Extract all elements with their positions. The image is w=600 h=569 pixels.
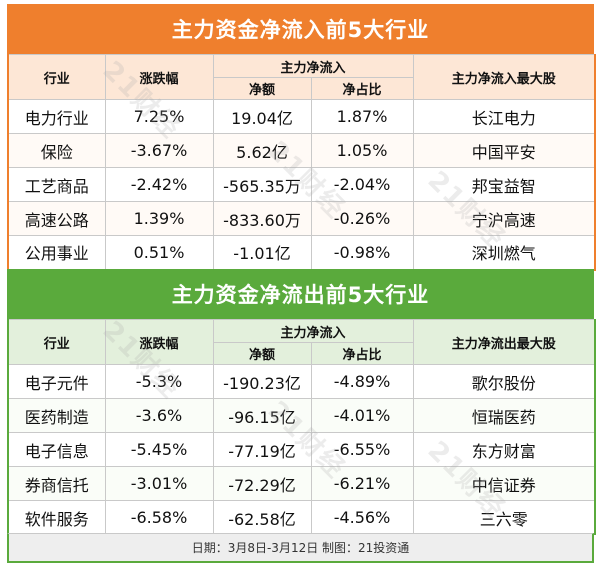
cell-net-ratio: 1.05% <box>310 133 414 168</box>
header-net-ratio: 净占比 <box>310 77 414 100</box>
cell-change: -3.67% <box>104 133 214 168</box>
outflow-table: 行业 涨跌幅 主力净流入 主力净流出最大股 净额 净占比 电子元件 -5.3% … <box>7 319 597 535</box>
cell-industry: 医药制造 <box>7 398 106 433</box>
cell-industry: 电子元件 <box>7 364 106 399</box>
cell-net-ratio: -0.26% <box>310 201 414 236</box>
outflow-section: 主力资金净流出前5大行业 行业 涨跌幅 主力净流入 主力净流出最大股 净额 净占… <box>7 269 597 535</box>
cell-net-amount: -77.19亿 <box>212 432 312 467</box>
cell-net-ratio: 1.87% <box>310 99 414 134</box>
table-row: 电力行业 7.25% 19.04亿 1.87% 长江电力 <box>7 99 596 134</box>
table-row: 工艺商品 -2.42% -565.35万 -2.04% 邦宝益智 <box>7 167 596 202</box>
cell-net-ratio: -4.89% <box>310 364 414 399</box>
header-top-stock: 主力净流入最大股 <box>412 54 596 100</box>
cell-top-stock: 歌尔股份 <box>412 364 596 399</box>
cell-change: 7.25% <box>104 99 214 134</box>
table-row: 电子元件 -5.3% -190.23亿 -4.89% 歌尔股份 <box>7 364 596 399</box>
table-row: 保险 -3.67% 5.62亿 1.05% 中国平安 <box>7 133 596 168</box>
header-main-flow: 主力净流入 <box>212 319 414 343</box>
cell-top-stock: 长江电力 <box>412 99 596 134</box>
table-row: 高速公路 1.39% -833.60万 -0.26% 宁沪高速 <box>7 201 596 236</box>
cell-industry: 电力行业 <box>7 99 106 134</box>
cell-net-amount: -96.15亿 <box>212 398 312 433</box>
header-industry: 行业 <box>7 319 106 365</box>
cell-industry: 工艺商品 <box>7 167 106 202</box>
cell-industry: 券商信托 <box>7 466 106 501</box>
cell-change: -3.6% <box>104 398 214 433</box>
cell-industry: 电子信息 <box>7 432 106 467</box>
table-row: 电子信息 -5.45% -77.19亿 -6.55% 东方财富 <box>7 432 596 467</box>
cell-net-ratio: -6.21% <box>310 466 414 501</box>
cell-change: -5.3% <box>104 364 214 399</box>
cell-change: -3.01% <box>104 466 214 501</box>
cell-net-amount: -72.29亿 <box>212 466 312 501</box>
footer-credit: 日期：3月8日-3月12日 制图：21投资通 <box>7 533 594 563</box>
cell-change: 0.51% <box>104 235 214 270</box>
cell-top-stock: 东方财富 <box>412 432 596 467</box>
cell-top-stock: 中信证券 <box>412 466 596 501</box>
cell-top-stock: 邦宝益智 <box>412 167 596 202</box>
header-change: 涨跌幅 <box>104 54 214 100</box>
cell-change: 1.39% <box>104 201 214 236</box>
cell-industry: 公用事业 <box>7 235 106 270</box>
cell-net-amount: 19.04亿 <box>212 99 312 134</box>
cell-net-ratio: -4.56% <box>310 500 414 535</box>
cell-top-stock: 宁沪高速 <box>412 201 596 236</box>
cell-change: -2.42% <box>104 167 214 202</box>
header-change: 涨跌幅 <box>104 319 214 365</box>
header-net-amount: 净额 <box>212 77 312 100</box>
cell-net-ratio: -0.98% <box>310 235 414 270</box>
cell-top-stock: 恒瑞医药 <box>412 398 596 433</box>
header-net-amount: 净额 <box>212 342 312 365</box>
inflow-title: 主力资金净流入前5大行业 <box>7 4 594 54</box>
header-net-ratio: 净占比 <box>310 342 414 365</box>
cell-industry: 高速公路 <box>7 201 106 236</box>
cell-top-stock: 三六零 <box>412 500 596 535</box>
inflow-section: 主力资金净流入前5大行业 行业 涨跌幅 主力净流入 主力净流入最大股 净额 净占… <box>7 4 597 271</box>
table-row: 医药制造 -3.6% -96.15亿 -4.01% 恒瑞医药 <box>7 398 596 433</box>
table-row: 公用事业 0.51% -1.01亿 -0.98% 深圳燃气 <box>7 235 596 270</box>
cell-industry: 保险 <box>7 133 106 168</box>
header-top-stock: 主力净流出最大股 <box>412 319 596 365</box>
inflow-table: 行业 涨跌幅 主力净流入 主力净流入最大股 净额 净占比 电力行业 7.25% … <box>7 54 597 271</box>
cell-top-stock: 中国平安 <box>412 133 596 168</box>
cell-net-ratio: -2.04% <box>310 167 414 202</box>
cell-net-amount: -1.01亿 <box>212 235 312 270</box>
cell-net-amount: -833.60万 <box>212 201 312 236</box>
header-industry: 行业 <box>7 54 106 100</box>
table-row: 券商信托 -3.01% -72.29亿 -6.21% 中信证券 <box>7 466 596 501</box>
table-row: 软件服务 -6.58% -62.58亿 -4.56% 三六零 <box>7 500 596 535</box>
cell-net-ratio: -4.01% <box>310 398 414 433</box>
cell-net-amount: -190.23亿 <box>212 364 312 399</box>
cell-net-amount: -62.58亿 <box>212 500 312 535</box>
cell-top-stock: 深圳燃气 <box>412 235 596 270</box>
header-main-flow: 主力净流入 <box>212 54 414 78</box>
outflow-title: 主力资金净流出前5大行业 <box>7 269 594 319</box>
cell-net-amount: 5.62亿 <box>212 133 312 168</box>
cell-change: -6.58% <box>104 500 214 535</box>
cell-net-amount: -565.35万 <box>212 167 312 202</box>
cell-industry: 软件服务 <box>7 500 106 535</box>
cell-change: -5.45% <box>104 432 214 467</box>
cell-net-ratio: -6.55% <box>310 432 414 467</box>
